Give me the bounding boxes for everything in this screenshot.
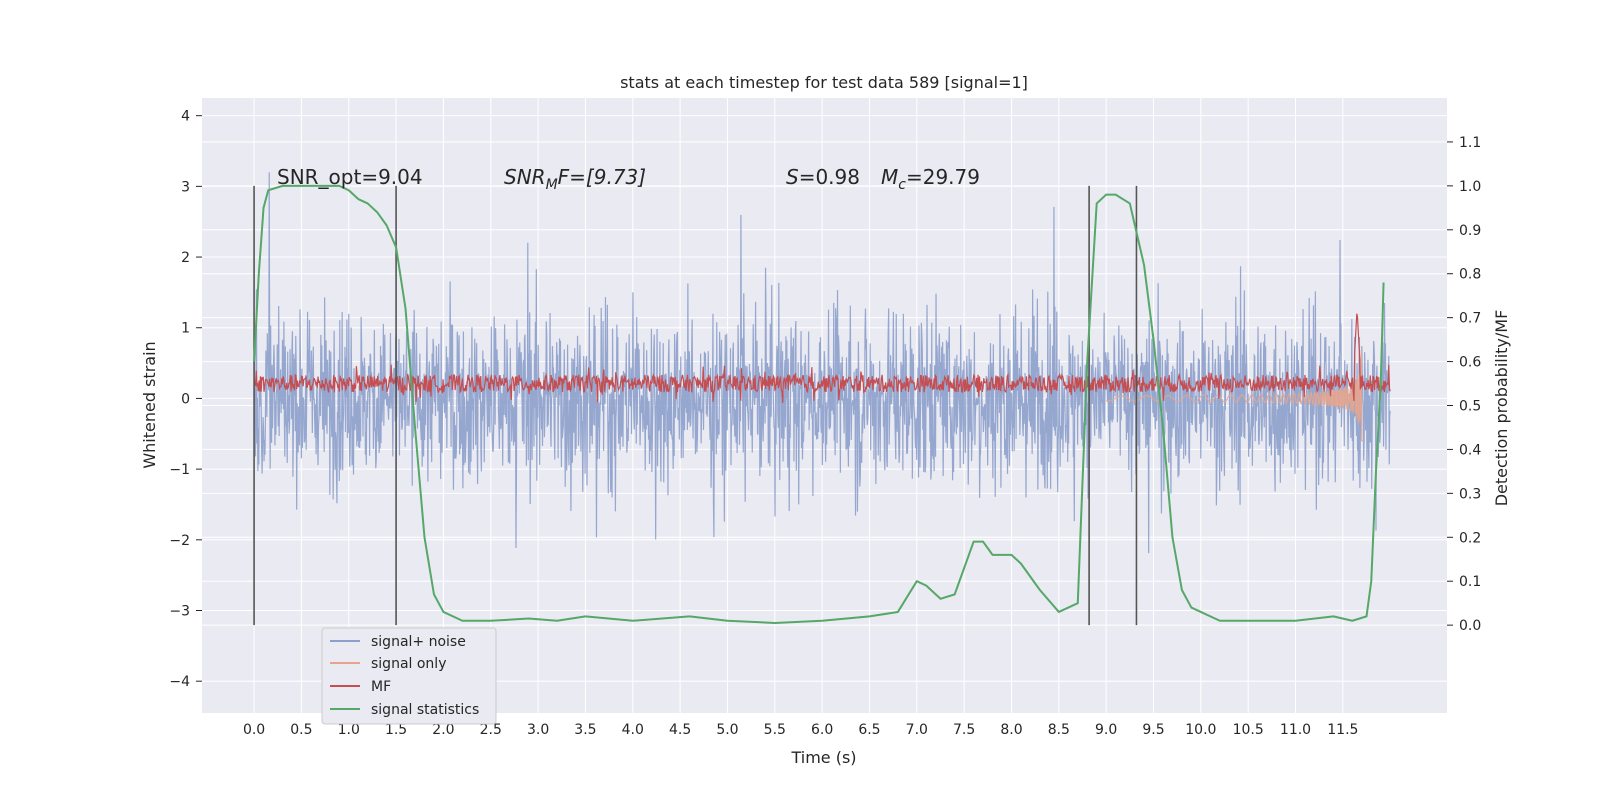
signal-statistics-line <box>253 184 1385 624</box>
x-tick-label: 8.0 <box>1000 722 1022 738</box>
vertical-markers <box>253 185 1138 626</box>
annotation-mc-value: =29.79 <box>906 165 980 189</box>
x-tick-label: 7.5 <box>953 722 975 738</box>
x-tick-label: 5.5 <box>764 722 786 738</box>
x-tick-label: 10.5 <box>1233 722 1264 738</box>
y-right-tick-label: 0.5 <box>1459 399 1481 415</box>
y-left-tick-label: −3 <box>169 604 190 620</box>
y-left-tick-label: 4 <box>181 109 190 125</box>
annotation-s-value: =0.98 <box>799 165 860 189</box>
annotation-snr-mf: SNRMF=[9.73] <box>504 165 646 193</box>
legend-label-signal-noise: signal+ noise <box>371 634 466 650</box>
y-left-tick-label: −4 <box>169 674 190 690</box>
series-mf <box>253 313 1391 403</box>
y-left-tick-label: 0 <box>181 391 190 407</box>
legend-label-mf: MF <box>371 679 391 695</box>
annotation-mc-symbol: M <box>881 165 898 189</box>
signal-only-line <box>1106 350 1364 442</box>
x-tick-label: 1.5 <box>385 722 407 738</box>
x-tick-label: 6.5 <box>858 722 880 738</box>
x-tick-label: 8.5 <box>1048 722 1070 738</box>
y-right-tick-label: 0.4 <box>1459 442 1481 458</box>
series-signal-noise <box>253 172 1391 554</box>
x-tick-label: 4.5 <box>669 722 691 738</box>
annotation-s-symbol: S <box>786 165 799 189</box>
chart-title: stats at each timestep for test data 589… <box>620 73 1028 92</box>
x-tick-label: 9.0 <box>1095 722 1117 738</box>
y-left-tick-label: 3 <box>181 179 190 195</box>
y-left-tick-label: −1 <box>169 462 190 478</box>
y-right-tick-label: 0.0 <box>1459 618 1481 634</box>
annotation-snr-mf-sub: M <box>546 177 558 193</box>
y-right-tick-label: 0.9 <box>1459 223 1481 239</box>
x-tick-label: 9.5 <box>1142 722 1164 738</box>
series-signal-statistics <box>253 184 1385 624</box>
x-tick-label: 10.0 <box>1185 722 1216 738</box>
legend-box <box>321 627 497 725</box>
x-tick-label: 2.5 <box>480 722 502 738</box>
x-tick-label: 11.5 <box>1327 722 1358 738</box>
y-right-tick-label: 0.3 <box>1459 486 1481 502</box>
y-right-tick-label: 1.0 <box>1459 179 1481 195</box>
y-right-tick-label: 0.2 <box>1459 530 1481 546</box>
legend-label-signal-only: signal only <box>371 656 446 672</box>
legend: signal+ noise signal only MF signal stat… <box>321 627 497 725</box>
y-right-tick-label: 0.1 <box>1459 574 1481 590</box>
y-ticks-right: 1.1 1.0 0.9 0.8 0.7 0.6 0.5 0.4 0.3 0.2 0.1 0.0 <box>1447 135 1481 634</box>
mf-line <box>253 313 1391 403</box>
x-tick-label: 2.0 <box>432 722 454 738</box>
x-tick-label: 4.0 <box>622 722 644 738</box>
x-tick-label: 3.0 <box>527 722 549 738</box>
annotation-snr-opt: SNR_opt=9.04 <box>277 165 423 189</box>
legend-label-signal-statistics: signal statistics <box>371 702 479 718</box>
y-right-tick-label: 0.8 <box>1459 267 1481 283</box>
x-tick-label: 7.0 <box>906 722 928 738</box>
annotation-s: S=0.98 <box>786 165 860 189</box>
x-tick-label: 3.5 <box>574 722 596 738</box>
annotation-mc-sub: c <box>898 177 906 193</box>
x-ticks: 0.0 0.5 1.0 1.5 2.0 2.5 3.0 3.5 4.0 4.5 5.0 5.5 6.0 6… <box>243 722 1359 738</box>
y-right-tick-label: 0.7 <box>1459 311 1481 327</box>
x-tick-label: 1.0 <box>338 722 360 738</box>
y-ticks-left: 4 3 2 1 0 −1 −2 −3 −4 <box>169 109 202 690</box>
annotation-snr-mf-base: SNR <box>504 165 546 189</box>
signal-noise-line <box>253 172 1391 554</box>
series-signal-only <box>1106 350 1364 442</box>
y-axis-label-left: Whitened strain <box>140 341 159 468</box>
x-tick-label: 5.0 <box>716 722 738 738</box>
x-tick-label: 0.5 <box>290 722 312 738</box>
x-axis-label: Time (s) <box>790 748 856 767</box>
y-right-tick-label: 0.6 <box>1459 355 1481 371</box>
x-tick-label: 11.0 <box>1280 722 1311 738</box>
annotation-mc: Mc=29.79 <box>881 165 980 193</box>
y-left-tick-label: −2 <box>169 533 190 549</box>
x-tick-label: 6.0 <box>811 722 833 738</box>
annotation-snr-mf-rest: F=[9.73] <box>558 165 646 189</box>
y-left-tick-label: 2 <box>181 250 190 266</box>
y-left-tick-label: 1 <box>181 321 190 337</box>
x-tick-label: 0.0 <box>243 722 265 738</box>
y-axis-label-right: Detection probability/MF <box>1492 310 1511 507</box>
y-right-tick-label: 1.1 <box>1459 135 1481 151</box>
